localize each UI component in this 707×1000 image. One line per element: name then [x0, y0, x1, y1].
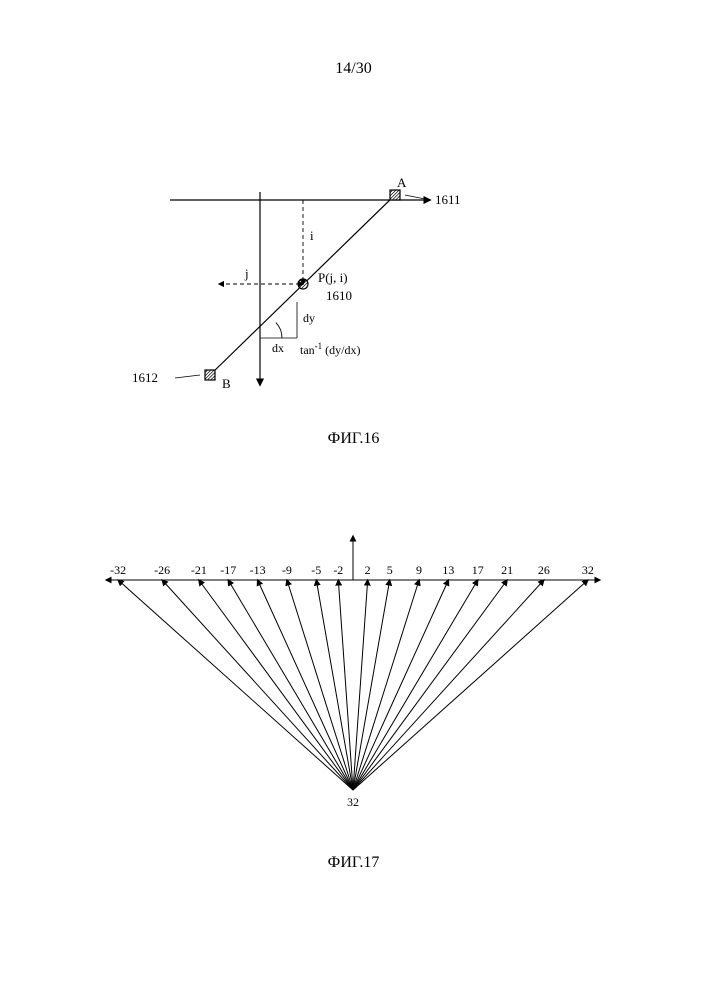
svg-text:-5: -5	[311, 563, 321, 577]
page: 14/30 A 1611 P(j, i) 1610 B 1612 i j dx dy tan-1 (…	[0, 0, 707, 1000]
fig16-caption: ФИГ.16	[0, 430, 707, 448]
page-number: 14/30	[0, 60, 707, 78]
fig17-caption: ФИГ.17	[0, 854, 707, 872]
svg-text:2: 2	[365, 563, 371, 577]
svg-text:1611: 1611	[435, 192, 461, 207]
svg-text:-9: -9	[282, 563, 292, 577]
svg-text:32: 32	[582, 563, 594, 577]
svg-text:-13: -13	[250, 563, 266, 577]
svg-text:-17: -17	[220, 563, 236, 577]
svg-text:-26: -26	[154, 563, 170, 577]
svg-text:-21: -21	[191, 563, 207, 577]
svg-text:32: 32	[347, 795, 359, 809]
svg-text:17: 17	[472, 563, 484, 577]
svg-text:26: 26	[538, 563, 550, 577]
svg-text:dx: dx	[272, 341, 284, 355]
svg-text:tan-1 (dy/dx): tan-1 (dy/dx)	[300, 341, 361, 357]
svg-text:21: 21	[501, 563, 513, 577]
svg-text:P(j, i): P(j, i)	[318, 270, 348, 285]
svg-text:13: 13	[442, 563, 454, 577]
fig16-svg: A 1611 P(j, i) 1610 B 1612 i j dx dy tan-1 (dy/dx)	[0, 160, 707, 420]
svg-text:5: 5	[387, 563, 393, 577]
svg-text:1610: 1610	[326, 288, 352, 303]
svg-text:B: B	[222, 376, 231, 391]
svg-text:A: A	[397, 175, 407, 190]
fig17-svg: -32 -26 -21 -17 -13 -9 -5 -2 2 5 9 13 17 21 26 32 32	[0, 510, 707, 830]
svg-text:dy: dy	[303, 311, 315, 325]
svg-text:i: i	[310, 228, 314, 243]
svg-text:1612: 1612	[132, 370, 158, 385]
svg-text:9: 9	[416, 563, 422, 577]
svg-text:-2: -2	[333, 563, 343, 577]
svg-text:-32: -32	[110, 563, 126, 577]
svg-text:j: j	[244, 266, 249, 281]
